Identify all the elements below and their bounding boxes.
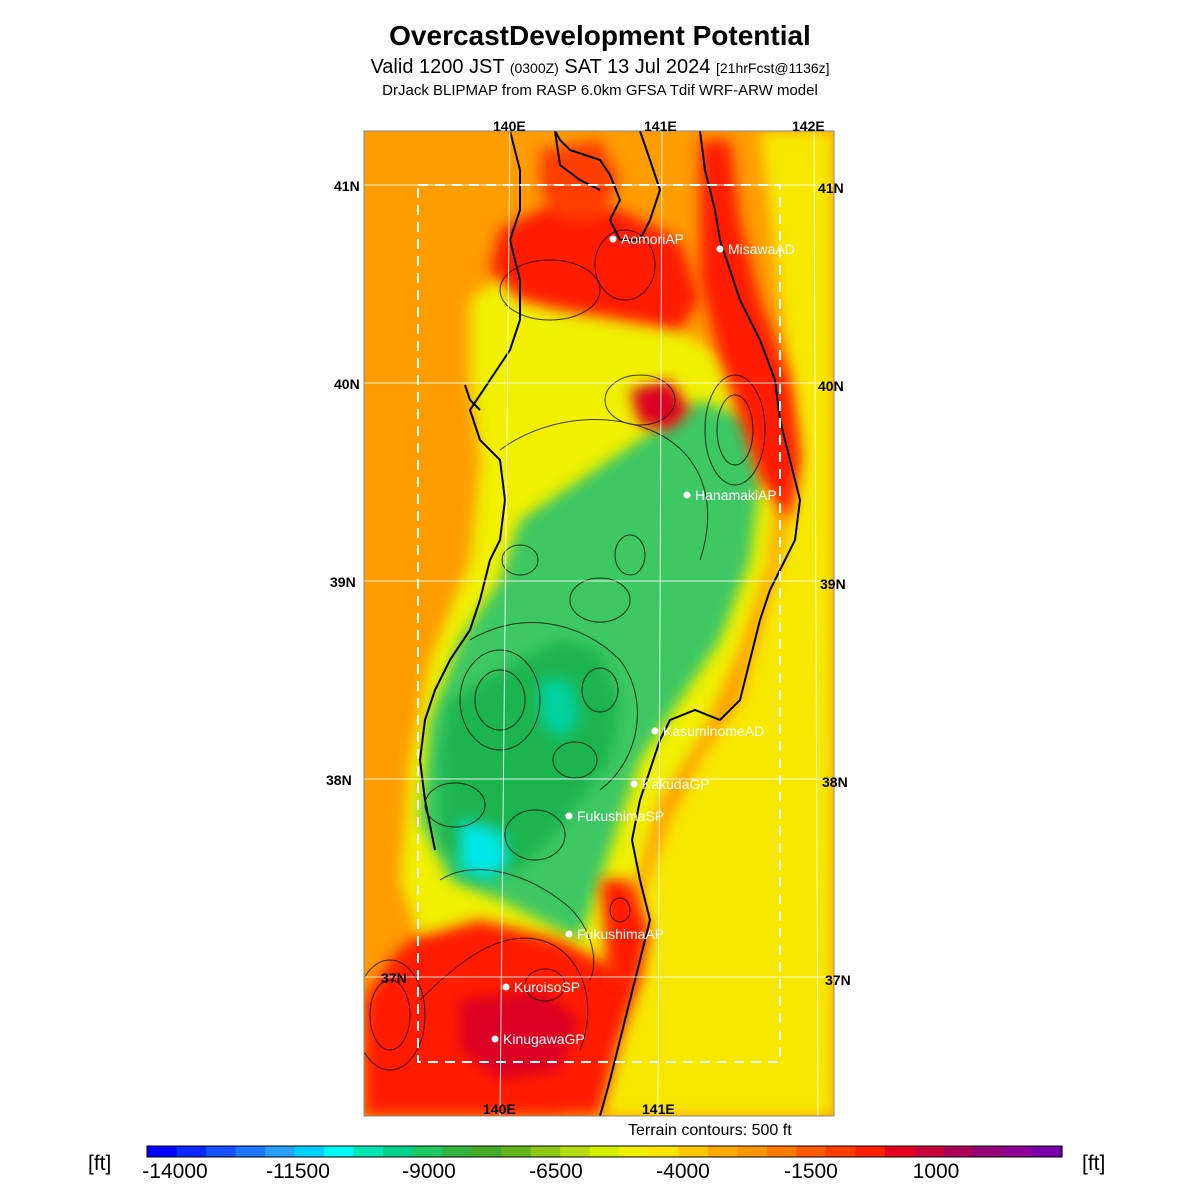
station-labels: AomoriAP MisawaAD HanamakiAP KasuminomeAD Ka… [503, 231, 795, 1047]
lon-label-bottom-140: 140E [483, 1101, 516, 1117]
red-cell-fukushima [600, 880, 650, 990]
red-zone-coast [700, 140, 800, 520]
colorbar-tick-label: 1000 [912, 1160, 960, 1183]
station-marker-hanamakiap [683, 491, 691, 499]
lat-label-right-41: 41N [818, 180, 844, 196]
station-label-fukushimasp: FukushimaSP [577, 808, 664, 824]
station-label-kakudagp: KakudaGP [642, 776, 710, 792]
map-border [363, 130, 835, 1117]
colorbar-tick-label: -4000 [656, 1160, 710, 1183]
lat-label-right-40: 40N [818, 378, 844, 394]
station-label-kasuminomead: KasuminomeAD [663, 723, 764, 739]
map-title: OvercastDevelopment Potential [389, 20, 811, 51]
station-label-kuroisosp: KuroisoSP [514, 979, 580, 995]
lat-label-right-38: 38N [822, 774, 848, 790]
colorbar-tick-label: -9000 [402, 1160, 456, 1183]
lat-label-left-39: 39N [330, 574, 356, 590]
station-marker-kinugawagp [491, 1035, 499, 1043]
domain-box [417, 184, 781, 1063]
eastern-field [560, 131, 834, 1116]
station-marker-kasuminomead [651, 727, 659, 735]
colorbar-tick-label: -11500 [266, 1160, 330, 1183]
station-label-kinugawagp: KinugawaGP [503, 1031, 585, 1047]
station-marker-fukushimasp [565, 812, 573, 820]
lat-label-left-40: 40N [334, 376, 360, 392]
station-label-aomoriap: AomoriAP [621, 231, 684, 247]
station-label-misawaad: MisawaAD [728, 241, 795, 257]
lat-label-right-39: 39N [820, 576, 846, 592]
station-label-hanamakiap: HanamakiAP [695, 487, 777, 503]
model-line: DrJack BLIPMAP from RASP 6.0km GFSA Tdif… [382, 82, 818, 99]
crimson-cell-south [460, 990, 580, 1080]
valid-time-line: Valid 1200 JST (0300Z) SAT 13 Jul 2024 [… [0, 56, 1200, 79]
map-field [364, 131, 834, 1116]
cyan-patch [460, 820, 510, 880]
station-marker-kakudagp [630, 780, 638, 788]
station-marker-aomoriap [609, 235, 617, 243]
lat-label-left-37: 37N [381, 970, 407, 986]
station-markers [491, 235, 724, 1043]
terrain-contour-note: Terrain contours: 500 ft [628, 1122, 792, 1139]
station-label-fukushimaap: FukushimaAP [577, 926, 664, 942]
colorbar-tick-label: -1500 [784, 1160, 838, 1183]
valid-utc: (0300Z) [509, 60, 559, 76]
station-marker-fukushimaap [565, 930, 573, 938]
lon-label-top-140: 140E [493, 118, 526, 134]
lon-label-bottom-141: 141E [642, 1101, 675, 1117]
station-marker-misawaad [716, 245, 724, 253]
lat-lon-grid [364, 131, 834, 1116]
teal-patch [540, 680, 580, 740]
lon-label-top-142: 142E [792, 118, 825, 134]
lat-label-right-37: 37N [825, 972, 851, 988]
colorbar-unit-right: [ft] [1082, 1152, 1106, 1175]
colorbar-unit-left: [ft] [88, 1152, 112, 1175]
lat-label-left-38: 38N [326, 772, 352, 788]
lat-label-left-41: 41N [334, 178, 360, 194]
forecast-info: [21hrFcst@1136z] [715, 60, 830, 76]
station-marker-kuroisosp [502, 983, 510, 991]
colorbar-tick-label: -14000 [142, 1160, 208, 1183]
lon-label-top-141: 141E [644, 118, 677, 134]
valid-date: SAT 13 Jul 2024 [558, 56, 716, 78]
colorbar-tick-label: -6500 [529, 1160, 583, 1183]
terrain-contours [364, 229, 766, 1071]
valid-prefix: Valid 1200 JST [370, 56, 510, 78]
red-cell-inland [630, 380, 690, 430]
